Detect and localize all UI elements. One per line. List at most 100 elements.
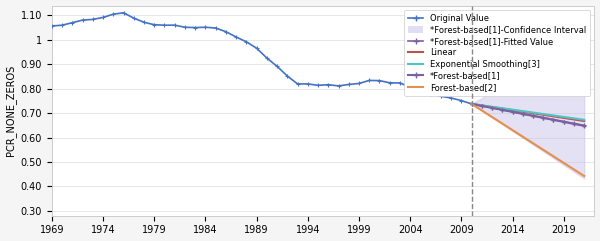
Original Value bbox=[386, 81, 393, 84]
*Forest-based[1] bbox=[509, 110, 516, 113]
*Forest-based[1]-Fitted Value bbox=[468, 102, 475, 105]
Original Value bbox=[345, 83, 352, 86]
*Forest-based[1] bbox=[529, 114, 536, 117]
Exponential Smoothing[3] bbox=[529, 111, 536, 114]
Original Value bbox=[458, 99, 465, 102]
Forest-based[2] bbox=[468, 102, 475, 105]
Original Value bbox=[110, 13, 117, 16]
*Forest-based[1] bbox=[571, 122, 578, 125]
*Forest-based[1]-Fitted Value bbox=[499, 108, 506, 111]
Y-axis label: PCR_NONE_ZEROS: PCR_NONE_ZEROS bbox=[5, 65, 16, 156]
Linear bbox=[571, 118, 578, 121]
Original Value bbox=[355, 82, 362, 85]
Original Value bbox=[304, 82, 311, 85]
*Forest-based[1]-Fitted Value bbox=[550, 118, 557, 121]
Original Value bbox=[365, 79, 373, 82]
Original Value bbox=[58, 24, 65, 27]
*Forest-based[1]-Fitted Value bbox=[488, 106, 496, 109]
Exponential Smoothing[3] bbox=[581, 118, 588, 121]
Exponential Smoothing[3] bbox=[519, 110, 526, 113]
Exponential Smoothing[3] bbox=[571, 117, 578, 120]
*Forest-based[1] bbox=[550, 119, 557, 121]
Original Value bbox=[253, 47, 260, 50]
*Forest-based[1] bbox=[488, 107, 496, 109]
Forest-based[2] bbox=[488, 116, 496, 119]
Original Value bbox=[417, 88, 424, 91]
Original Value bbox=[284, 74, 291, 77]
Linear bbox=[488, 106, 496, 108]
Original Value bbox=[314, 84, 322, 87]
Forest-based[2] bbox=[509, 129, 516, 132]
*Forest-based[1]-Fitted Value bbox=[509, 110, 516, 113]
Forest-based[2] bbox=[560, 161, 568, 164]
Original Value bbox=[89, 18, 97, 21]
Linear bbox=[519, 110, 526, 113]
Original Value bbox=[100, 16, 107, 19]
Exponential Smoothing[3] bbox=[560, 115, 568, 118]
Original Value bbox=[437, 95, 445, 98]
Original Value bbox=[120, 11, 127, 14]
Line: *Forest-based[1]-Fitted Value: *Forest-based[1]-Fitted Value bbox=[470, 102, 586, 127]
Original Value bbox=[243, 40, 250, 43]
Linear bbox=[529, 112, 536, 115]
Original Value bbox=[202, 26, 209, 29]
Original Value bbox=[191, 26, 199, 29]
Original Value bbox=[181, 26, 188, 29]
Original Value bbox=[263, 57, 271, 60]
*Forest-based[1]-Fitted Value bbox=[571, 122, 578, 125]
*Forest-based[1]-Fitted Value bbox=[519, 112, 526, 115]
*Forest-based[1]-Fitted Value bbox=[478, 104, 485, 107]
Exponential Smoothing[3] bbox=[539, 113, 547, 115]
Original Value bbox=[151, 23, 158, 26]
Original Value bbox=[335, 84, 342, 87]
Original Value bbox=[468, 102, 475, 105]
Linear bbox=[468, 102, 475, 105]
Linear bbox=[539, 113, 547, 116]
Linear bbox=[581, 120, 588, 122]
Original Value bbox=[171, 24, 178, 27]
Original Value bbox=[407, 86, 414, 89]
*Forest-based[1] bbox=[560, 120, 568, 123]
Legend: Original Value, *Forest-based[1]-Confidence Interval, *Forest-based[1]-Fitted Va: Original Value, *Forest-based[1]-Confide… bbox=[404, 10, 590, 96]
Linear bbox=[499, 107, 506, 110]
*Forest-based[1]-Fitted Value bbox=[560, 120, 568, 123]
Linear bbox=[550, 115, 557, 118]
*Forest-based[1] bbox=[539, 116, 547, 119]
Line: Forest-based[2]: Forest-based[2] bbox=[472, 104, 584, 176]
Original Value bbox=[79, 19, 86, 21]
Original Value bbox=[233, 36, 240, 39]
Original Value bbox=[325, 83, 332, 86]
Forest-based[2] bbox=[478, 109, 485, 112]
Exponential Smoothing[3] bbox=[468, 102, 475, 105]
Original Value bbox=[376, 79, 383, 82]
Exponential Smoothing[3] bbox=[509, 108, 516, 111]
*Forest-based[1] bbox=[478, 104, 485, 107]
Original Value bbox=[130, 17, 137, 20]
Original Value bbox=[161, 24, 168, 27]
Forest-based[2] bbox=[539, 148, 547, 151]
Exponential Smoothing[3] bbox=[550, 114, 557, 117]
Forest-based[2] bbox=[581, 174, 588, 177]
*Forest-based[1]-Fitted Value bbox=[539, 116, 547, 119]
Linear bbox=[478, 104, 485, 107]
Original Value bbox=[427, 92, 434, 95]
Original Value bbox=[212, 27, 219, 29]
*Forest-based[1] bbox=[581, 124, 588, 127]
*Forest-based[1] bbox=[499, 108, 506, 111]
*Forest-based[1]-Fitted Value bbox=[581, 124, 588, 127]
Original Value bbox=[140, 21, 148, 24]
Original Value bbox=[397, 81, 404, 84]
Line: Original Value: Original Value bbox=[50, 11, 473, 106]
Original Value bbox=[294, 82, 301, 85]
Forest-based[2] bbox=[499, 122, 506, 125]
Forest-based[2] bbox=[519, 135, 526, 138]
Forest-based[2] bbox=[571, 168, 578, 171]
Exponential Smoothing[3] bbox=[478, 104, 485, 107]
Original Value bbox=[222, 30, 229, 33]
Original Value bbox=[274, 65, 281, 68]
Forest-based[2] bbox=[529, 142, 536, 145]
*Forest-based[1] bbox=[468, 102, 475, 105]
Linear bbox=[560, 116, 568, 119]
Original Value bbox=[69, 21, 76, 24]
Original Value bbox=[448, 97, 455, 100]
